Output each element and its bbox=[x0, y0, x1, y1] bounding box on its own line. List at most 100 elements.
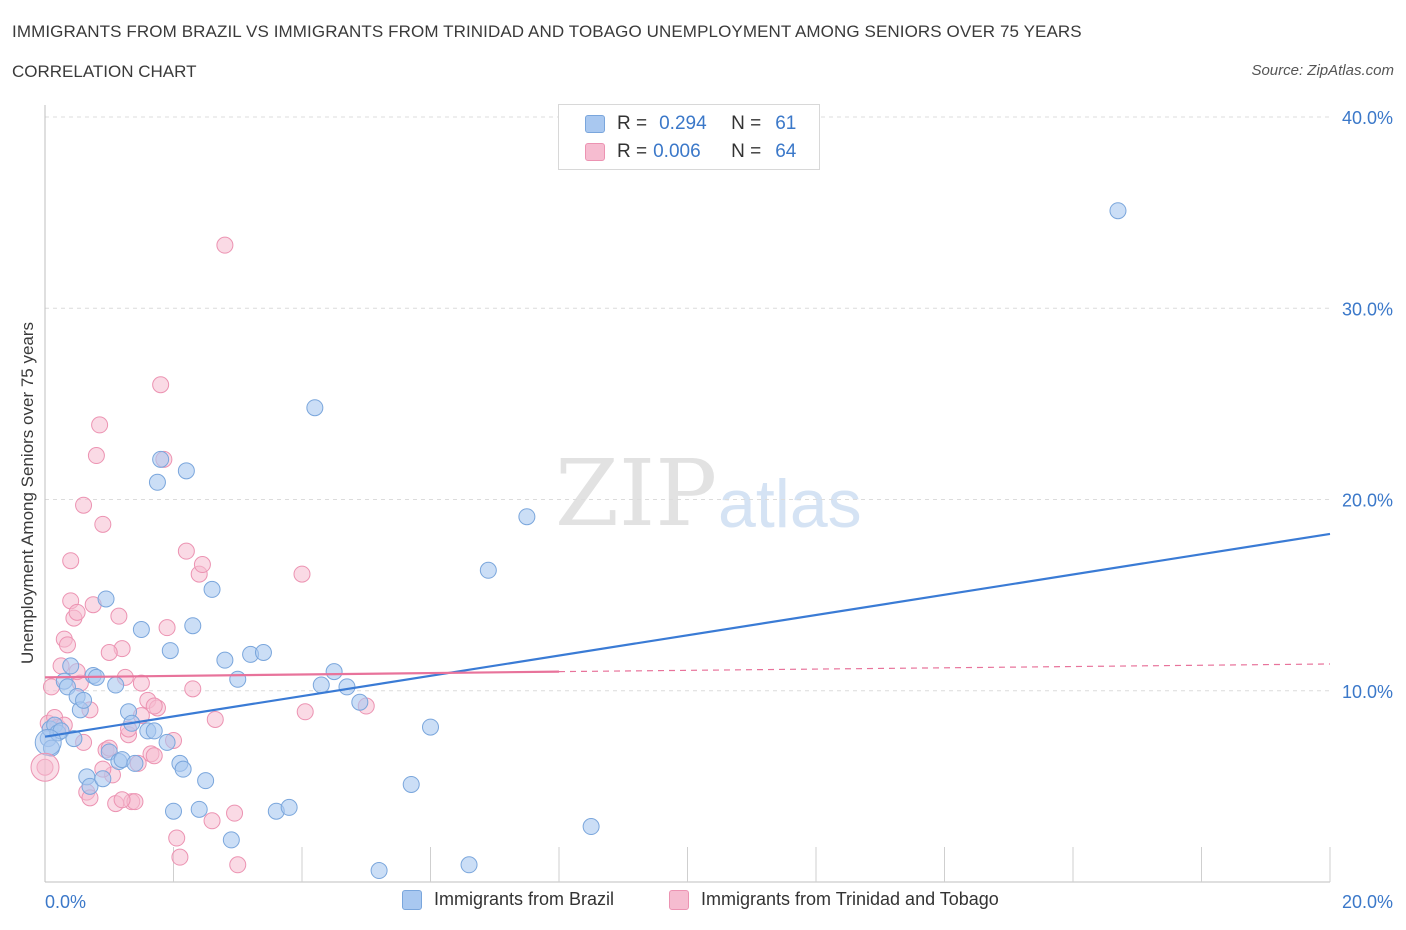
brazil-point bbox=[81, 777, 99, 795]
brazil-point bbox=[222, 831, 240, 849]
brazil-point bbox=[97, 590, 115, 608]
bottom-legend-trinidad-tobago: Immigrants from Trinidad and Tobago bbox=[669, 889, 999, 910]
brazil-point bbox=[518, 508, 536, 526]
y-tick-label: 20.0% bbox=[1342, 491, 1393, 511]
tt-point bbox=[113, 791, 131, 809]
brazil-point bbox=[132, 621, 150, 639]
brazil-point bbox=[351, 693, 369, 711]
brazil-point bbox=[177, 462, 195, 480]
bottom-legend-label-trinidad-tobago: Immigrants from Trinidad and Tobago bbox=[701, 889, 999, 909]
brazil-point bbox=[479, 561, 497, 579]
brazil-point bbox=[229, 670, 247, 688]
bottom-legend-swatch-brazil bbox=[402, 889, 422, 910]
brazil-point bbox=[422, 718, 439, 736]
brazil-point bbox=[203, 580, 221, 598]
brazil-point bbox=[254, 644, 272, 661]
legend-row-brazil: R = 0.294 N = 61 bbox=[585, 111, 796, 137]
legend-n-value: 61 bbox=[775, 113, 797, 134]
tt-point bbox=[91, 416, 109, 434]
brazil-point bbox=[145, 722, 163, 740]
brazil-trend-line bbox=[44, 532, 1331, 738]
tt-point bbox=[110, 607, 128, 625]
tt-point bbox=[87, 447, 105, 465]
chart-subtitle: CORRELATION CHART bbox=[12, 62, 197, 81]
brazil-point bbox=[75, 691, 93, 709]
bottom-legend-swatch-trinidad-tobago bbox=[669, 889, 689, 910]
y-tick-label: 30.0% bbox=[1342, 299, 1393, 319]
correlation-legend: R = 0.294 N = 61 R = 0.006 N = 64 bbox=[558, 104, 820, 170]
legend-r-label: R = bbox=[617, 113, 648, 134]
tt-point bbox=[58, 636, 76, 654]
tt-trend-line bbox=[44, 670, 560, 679]
legend-r-label: R = bbox=[617, 141, 648, 162]
brazil-point bbox=[165, 802, 182, 820]
legend-swatch-brazil bbox=[585, 115, 605, 133]
brazil-point bbox=[161, 642, 179, 660]
tt-point bbox=[152, 376, 170, 394]
bottom-legend-label-brazil: Immigrants from Brazil bbox=[434, 889, 615, 909]
brazil-point bbox=[338, 678, 356, 696]
brazil-point bbox=[148, 473, 166, 491]
brazil-point bbox=[174, 760, 192, 778]
brazil-point bbox=[460, 856, 478, 874]
legend-swatch-trinidad-tobago bbox=[585, 143, 605, 161]
legend-r-value: 0.006 bbox=[653, 141, 701, 162]
tt-point bbox=[206, 710, 224, 728]
brazil-point bbox=[62, 657, 80, 675]
tt-point bbox=[203, 812, 221, 830]
brazil-point bbox=[370, 862, 388, 880]
tt-point bbox=[145, 697, 163, 715]
y-tick-label: 40.0% bbox=[1342, 108, 1393, 128]
tt-point bbox=[62, 552, 80, 570]
brazil-point bbox=[582, 818, 600, 836]
brazil-point bbox=[184, 617, 202, 635]
tt-point bbox=[132, 674, 150, 692]
brazil-point bbox=[34, 728, 62, 756]
x-tick-label: 20.0% bbox=[1342, 892, 1393, 912]
tt-point bbox=[68, 603, 86, 621]
tt-point bbox=[145, 747, 163, 765]
tt-point bbox=[229, 856, 247, 874]
watermark-atlas: atlas bbox=[718, 466, 862, 542]
brazil-point bbox=[190, 800, 208, 818]
tt-point bbox=[94, 515, 112, 533]
tt-point bbox=[184, 680, 202, 698]
brazil-point bbox=[312, 676, 330, 694]
brazil-point bbox=[1109, 202, 1127, 220]
legend-row-trinidad-tobago: R = 0.006 N = 64 bbox=[585, 139, 796, 165]
brazil-point bbox=[216, 651, 234, 669]
brazil-point bbox=[94, 770, 112, 788]
tt-point bbox=[296, 703, 314, 721]
source-label: Source: ZipAtlas.com bbox=[1251, 62, 1394, 79]
tt-trend-line-dashed bbox=[558, 663, 1331, 673]
tt-point bbox=[226, 804, 244, 822]
legend-n-value: 64 bbox=[775, 141, 797, 162]
chart-title: IMMIGRANTS FROM BRAZIL VS IMMIGRANTS FRO… bbox=[12, 22, 1082, 41]
tt-point bbox=[177, 542, 195, 560]
legend-n-label: N = bbox=[731, 113, 762, 134]
tt-point bbox=[100, 644, 118, 661]
tt-point bbox=[293, 565, 311, 583]
brazil-point bbox=[280, 798, 298, 816]
bottom-legend-brazil: Immigrants from Brazil bbox=[402, 889, 614, 910]
tt-point bbox=[75, 496, 93, 514]
tt-point bbox=[193, 556, 211, 574]
brazil-point bbox=[402, 775, 420, 793]
y-tick-label: 10.0% bbox=[1342, 682, 1393, 702]
tt-point bbox=[216, 236, 234, 254]
tt-point bbox=[168, 829, 186, 847]
legend-r-value: 0.294 bbox=[659, 113, 707, 134]
tt-point bbox=[171, 848, 189, 866]
tt-point bbox=[30, 752, 60, 782]
brazil-point bbox=[107, 676, 125, 694]
brazil-point bbox=[152, 450, 170, 468]
tt-point bbox=[158, 619, 176, 637]
brazil-point bbox=[325, 663, 343, 681]
legend-n-label: N = bbox=[731, 141, 762, 162]
brazil-point bbox=[126, 754, 144, 772]
x-tick-label: 0.0% bbox=[45, 892, 86, 912]
brazil-point bbox=[306, 399, 324, 417]
brazil-point bbox=[65, 730, 83, 748]
brazil-point bbox=[197, 772, 215, 790]
